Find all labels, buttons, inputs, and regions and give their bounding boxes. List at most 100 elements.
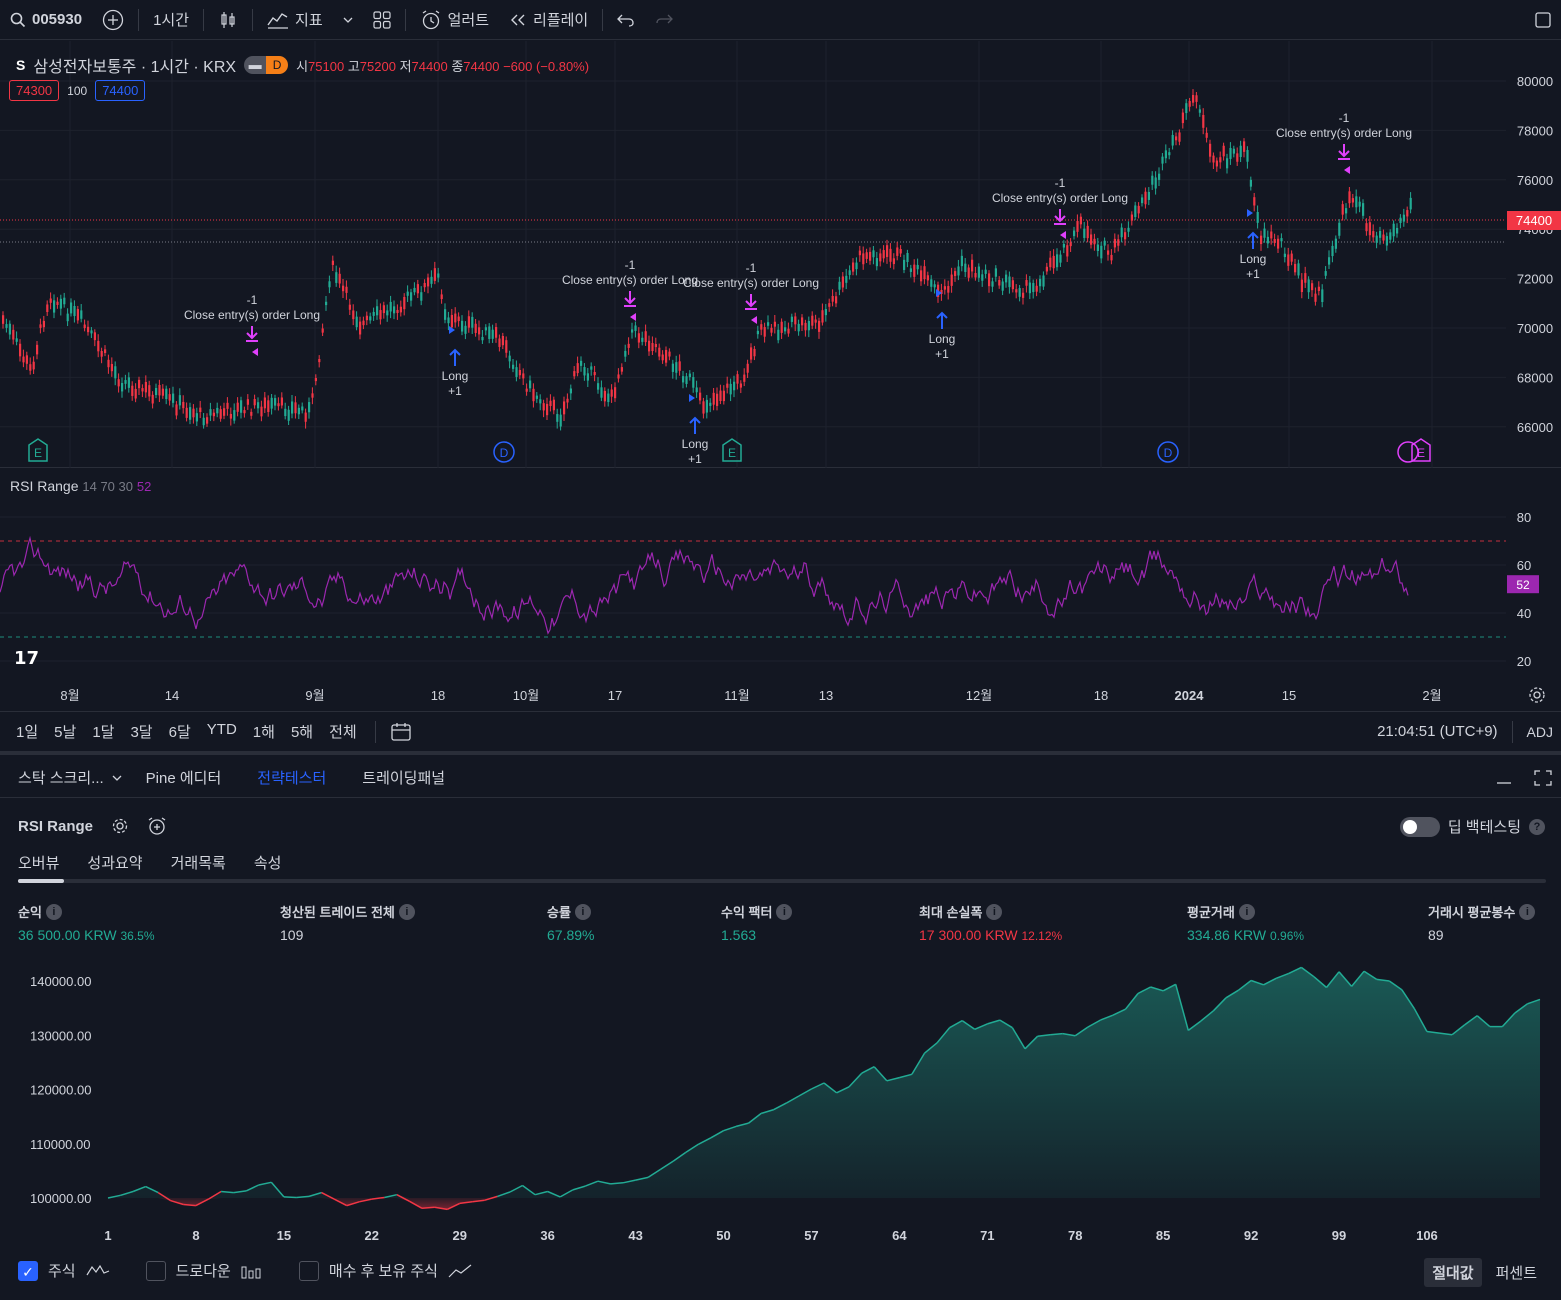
price-axis-label: 72000 (1517, 272, 1553, 287)
replay-button[interactable]: 리플레이 (499, 0, 598, 40)
candle-body (1409, 197, 1412, 210)
buy-price-button[interactable]: 74400 (95, 80, 146, 101)
range-1y-button[interactable]: 1해 (252, 724, 275, 741)
range-3m-button[interactable]: 3달 (130, 724, 153, 741)
candle-body (382, 305, 385, 314)
candle-body (515, 367, 518, 377)
symbol-search[interactable]: 005930 (0, 0, 92, 40)
equity-checkbox[interactable]: ✓ (18, 1260, 38, 1281)
interval-button[interactable]: 1시간 (153, 12, 190, 29)
equity-x-label: 106 (1416, 1228, 1438, 1243)
range-ytd-button[interactable]: YTD (206, 721, 237, 738)
buy-marker-icon (689, 394, 695, 402)
candle-type-button[interactable] (208, 0, 248, 40)
redo-button[interactable] (645, 0, 683, 40)
candle-body (573, 371, 576, 377)
equity-line-segment (811, 1082, 825, 1090)
info-icon[interactable]: i (45, 903, 62, 920)
candle-body (1107, 250, 1110, 255)
rsi-value-tag-label: 52 (1516, 578, 1530, 592)
candle-body (631, 329, 634, 333)
info-icon[interactable]: i (986, 903, 1003, 920)
indicators-dropdown[interactable] (333, 0, 363, 40)
rsi-pane[interactable]: 80 60 40 20 52 RSI Range 14 70 30 52 17 (0, 468, 1561, 681)
ohlc-values: 시75100 고75200 저74400 종74400 −600 (−0.80%… (296, 56, 589, 75)
candle-body (1209, 143, 1212, 157)
candle-body (144, 381, 147, 393)
absolute-button[interactable]: 절대값 (1424, 1258, 1482, 1287)
minimize-icon[interactable] (1495, 769, 1513, 787)
candle-body (1100, 245, 1103, 259)
equity-chart[interactable]: 140000.00 130000.00 120000.00 110000.00 1000… (0, 954, 1561, 1254)
tab-pine-editor[interactable]: Pine 에디터 (145, 770, 222, 787)
clock-label[interactable]: 21:04:51 (UTC+9) (1377, 723, 1498, 740)
candle-body (291, 401, 294, 414)
info-icon[interactable]: i (398, 903, 415, 920)
settings-gear-icon[interactable] (1528, 686, 1546, 704)
percent-button[interactable]: 퍼센트 (1495, 1265, 1537, 1282)
price-chart-pane[interactable]: 8000078000760007400072000700006800066000… (0, 41, 1561, 468)
status-badge[interactable]: ▬ D (244, 56, 289, 74)
deep-backtest-toggle[interactable] (1399, 816, 1440, 837)
tradingview-logo[interactable]: 17 (14, 648, 40, 669)
candle-body (301, 406, 304, 411)
time-axis-label: 12월 (966, 688, 992, 703)
chart-title: 삼성전자보통주 · 1시간 · KRX (33, 59, 237, 76)
range-6m-button[interactable]: 6달 (168, 724, 191, 741)
info-icon[interactable]: i (574, 903, 591, 920)
rewind-icon (511, 14, 525, 25)
rsi-chart[interactable]: 80 60 40 20 52 (0, 468, 1561, 681)
candle-body (304, 412, 307, 422)
help-icon[interactable]: ? (1529, 818, 1545, 835)
range-5y-button[interactable]: 5해 (290, 724, 314, 741)
high-value: 75200 (359, 58, 396, 74)
time-axis[interactable]: 8월 14 9월 18 10월 17 11월 13 12월 18 2024 15 2월 (0, 681, 1561, 711)
candle-body (206, 417, 209, 424)
equity-line-segment (145, 1185, 159, 1194)
adj-button[interactable]: ADJ (1526, 723, 1553, 740)
info-icon[interactable]: i (776, 903, 793, 920)
candle-body (284, 408, 287, 417)
gear-icon[interactable] (111, 817, 129, 835)
maximize-icon[interactable] (1533, 768, 1553, 788)
tab-stock-screener[interactable]: 스탁 스크리... (18, 770, 104, 787)
candle-body (597, 383, 600, 390)
info-icon[interactable]: i (1519, 903, 1536, 920)
add-symbol-button[interactable] (92, 0, 134, 40)
calendar-icon[interactable] (390, 721, 412, 743)
buy-hold-checkbox[interactable] (298, 1260, 319, 1281)
candle-body (518, 370, 521, 376)
candle-body (308, 402, 311, 413)
info-icon[interactable]: i (1238, 903, 1255, 920)
subtab-trades-list[interactable]: 거래목록 (170, 855, 226, 872)
equity-line-segment (434, 1206, 448, 1211)
price-chart[interactable]: 8000078000760007400072000700006800066000… (0, 41, 1561, 468)
alarm-add-icon[interactable] (147, 816, 167, 836)
range-1m-button[interactable]: 1달 (92, 724, 115, 741)
drawdown-checkbox[interactable] (145, 1260, 166, 1281)
range-5d-button[interactable]: 5날 (54, 724, 77, 741)
chevron-down-icon[interactable] (112, 774, 122, 782)
candle-body (1226, 158, 1229, 169)
subtab-overview[interactable]: 오버뷰 (18, 855, 60, 872)
candle-body (80, 310, 83, 319)
fullscreen-button[interactable] (1525, 0, 1561, 40)
range-1d-button[interactable]: 1일 (16, 724, 39, 741)
range-all-button[interactable]: 전체 (329, 724, 357, 741)
sell-price-button[interactable]: 74300 (9, 80, 60, 101)
candle-body (668, 351, 671, 357)
undo-button[interactable] (607, 0, 645, 40)
equity-line-segment (735, 1122, 749, 1128)
layouts-button[interactable] (363, 0, 401, 40)
alert-button[interactable]: 얼러트 (410, 0, 499, 40)
indicators-button[interactable]: 지표 (257, 0, 333, 40)
equity-label: 주식 (48, 1263, 76, 1280)
candle-body (1372, 231, 1375, 238)
tab-trading-panel[interactable]: 트레이딩패널 (362, 770, 446, 787)
tab-strategy-tester[interactable]: 전략테스터 (257, 770, 327, 787)
candle-body (1368, 222, 1371, 236)
candle-body (226, 402, 229, 409)
subtab-performance[interactable]: 성과요약 (87, 855, 143, 872)
subtab-properties[interactable]: 속성 (253, 855, 282, 872)
equity-line-segment (1200, 1010, 1214, 1022)
